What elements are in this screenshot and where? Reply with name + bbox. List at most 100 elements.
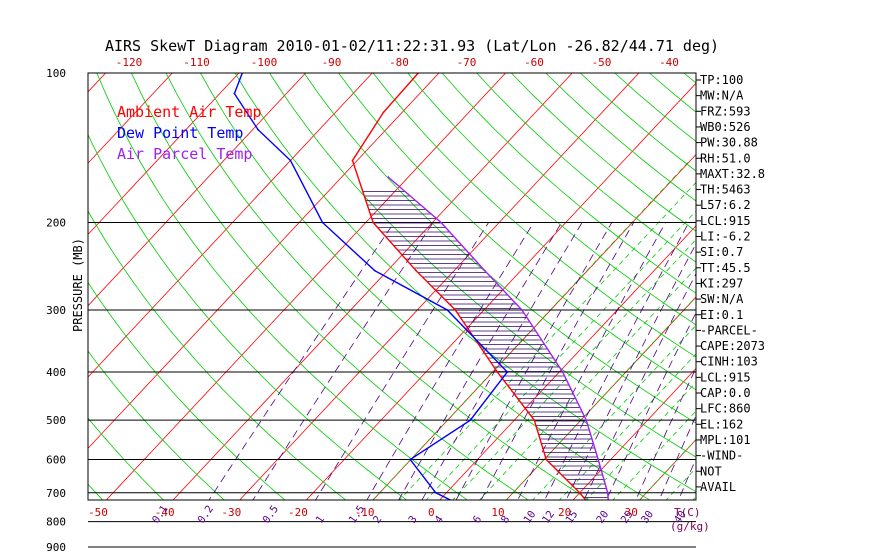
top-temp-tick-label: -50 [592, 56, 612, 69]
mixing-ratio-line [635, 367, 696, 500]
mixing-ratio-label: 25 [619, 508, 636, 525]
isotherm-line [0, 62, 49, 560]
series-point [372, 221, 375, 224]
mixing-ratio-label: 4 [433, 514, 446, 526]
mixing-ratio-label: 40 [672, 508, 689, 525]
series-point [415, 269, 418, 272]
top-temp-tick-label: -70 [457, 56, 477, 69]
series-point [506, 371, 509, 373]
dry-adiabat-line [96, 73, 469, 500]
dry-adiabat-line [88, 350, 225, 500]
mixing-ratio-line [658, 414, 696, 500]
series-point [508, 386, 511, 389]
mixing-ratio-line [455, 222, 613, 500]
y-axis-label: PRESSURE (MB) [71, 238, 85, 332]
index-label: LCL:915 [700, 214, 751, 228]
cape-hatching [362, 191, 609, 498]
index-label: MPL:101 [700, 433, 751, 447]
dry-adiabat-line [200, 73, 651, 500]
series-point [606, 491, 609, 494]
temp-tick-label: -50 [88, 506, 108, 519]
series-point [382, 111, 385, 114]
mixing-ratio-line [583, 272, 696, 500]
series-point [561, 371, 564, 373]
temp-tick-label: -10 [355, 506, 375, 519]
series-point [533, 419, 536, 422]
index-label: MAXT:32.8 [700, 167, 765, 181]
index-label: TP:100 [700, 73, 743, 87]
index-label: TT:45.5 [700, 261, 751, 275]
mixing-ratio-line [678, 457, 696, 500]
mixing-ratio-label: 2 [371, 514, 384, 526]
series-point [351, 159, 354, 162]
series-point [257, 128, 259, 131]
series-point [520, 534, 522, 536]
mixing-ratio-label: 12 [540, 508, 557, 525]
mixing-ratio-label: 8 [499, 514, 512, 526]
series-point [387, 176, 390, 178]
series-point [373, 269, 376, 272]
dry-adiabat-line [303, 73, 696, 424]
chart-title: AIRS SkewT Diagram 2010-01-02/11:22:31.9… [105, 37, 719, 55]
mixing-ratio-line [544, 222, 690, 500]
index-label: EL:162 [700, 417, 743, 431]
isotherm-line [88, 73, 173, 164]
dry-adiabat-line [165, 73, 590, 500]
index-label: EI:0.1 [700, 308, 743, 322]
isotherm-line [172, 73, 573, 500]
dry-adiabat-line [234, 73, 696, 493]
top-temp-tick-label: -90 [322, 56, 342, 69]
mixing-ratio-unit-label: (g/kg) [670, 520, 710, 533]
plot-frame [87, 72, 697, 501]
series-point [440, 221, 443, 224]
temp-tick-label: -40 [155, 506, 175, 519]
mixing-ratio-line [208, 222, 395, 500]
index-label: -PARCEL- [700, 323, 758, 337]
temp-tick-label: -30 [221, 506, 241, 519]
temp-tick-label: 0 [428, 506, 435, 519]
series-point [635, 548, 637, 550]
pressure-tick-label: 700 [46, 487, 66, 500]
dry-adiabat-line [476, 73, 696, 263]
dry-adiabat-line [407, 73, 696, 326]
series-point [233, 92, 236, 95]
series-point [454, 309, 457, 311]
mixing-ratio-line [366, 222, 535, 500]
index-label: SW:N/A [700, 292, 744, 306]
mixing-ratio-line [605, 311, 696, 500]
mixing-ratio-line [480, 222, 635, 500]
series-point [585, 419, 588, 422]
isotherm-line [88, 73, 307, 307]
dry-adiabat-line [88, 210, 347, 500]
index-label: WB0:526 [700, 120, 751, 134]
series-point [446, 309, 449, 311]
pressure-tick-label: 100 [46, 67, 66, 80]
legend: Ambient Air Temp Dew Point Temp Air Parcel… [117, 103, 262, 163]
series-point [521, 309, 523, 311]
index-label: CAP:0.0 [700, 386, 751, 400]
index-label: L57:6.2 [700, 198, 751, 212]
index-label: FRZ:593 [700, 104, 751, 118]
x-axis-unit-label: T(C) [674, 506, 701, 519]
mixing-ratio-line [565, 243, 696, 500]
isotherm-line [305, 82, 696, 500]
series-point [321, 221, 324, 224]
series-point [604, 554, 606, 556]
series-point [434, 491, 437, 494]
mixing-ratio-label: 20 [594, 508, 611, 525]
mixing-ratio-label: 0.2 [195, 503, 216, 525]
mixing-ratio-line [398, 222, 562, 500]
series-point [545, 458, 548, 461]
legend-entry: Dew Point Temp [117, 124, 243, 142]
isotherm-line [88, 73, 440, 449]
dry-adiabat-line [88, 281, 286, 500]
isotherm-line [105, 73, 507, 500]
dry-adiabat-line [338, 73, 696, 391]
index-label: RH:51.0 [700, 151, 751, 165]
series-line [233, 73, 509, 500]
sounding-profiles [233, 73, 637, 556]
axis-labels: 1002003004005006007008009001000-50-40-30… [46, 56, 689, 554]
mixing-ratio-label: 15 [563, 508, 580, 525]
